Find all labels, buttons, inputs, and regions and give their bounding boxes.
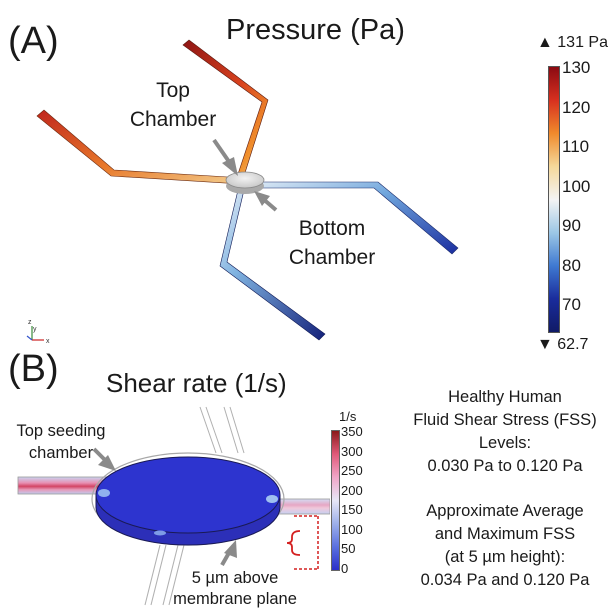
top-chamber-line-2: Chamber <box>129 108 217 131</box>
shear-tick-label: 0 <box>341 560 349 576</box>
axes-triad: z y x <box>26 319 50 345</box>
top-chamber-line-1: Top <box>156 79 190 102</box>
membrane-line-1: 5 µm above <box>191 569 279 587</box>
shear-colorbar <box>331 430 340 571</box>
approx-fss-note: Approximate Average and Maximum FSS (at … <box>398 500 612 592</box>
top-seeding-chamber-disk <box>95 456 281 534</box>
bottom-chamber-arrow <box>254 191 270 206</box>
healthy-line-3: Levels: <box>478 434 532 452</box>
height-bracket <box>286 515 319 570</box>
membrane-line-2: membrane plane <box>173 590 297 608</box>
central-chamber-disk <box>225 171 265 189</box>
shear-colorbar-ticks: 350 300 250 200 150 100 50 0 <box>341 424 381 576</box>
svg-text:x: x <box>46 338 50 345</box>
membrane-callout: 5 µm above membrane plane <box>160 568 310 610</box>
pressure-max-marker: ▲ 131 Pa <box>537 34 608 51</box>
shear-colorbar-unit: 1/s <box>339 409 357 424</box>
pressure-colorbar <box>548 66 560 333</box>
shear-tick-label: 350 <box>341 424 363 439</box>
svg-text:y: y <box>33 326 37 333</box>
pressure-tick-label: 130 <box>562 58 591 77</box>
bottom-chamber-callout: Bottom Chamber <box>276 214 388 272</box>
shear-tick-label: 250 <box>341 463 363 478</box>
approx-line-2: and Maximum FSS <box>434 525 576 543</box>
pressure-device-render: z y x <box>26 39 459 345</box>
shear-tick-label: 200 <box>341 482 363 498</box>
pressure-tick-label: 80 <box>562 255 581 275</box>
top-chamber-arrow <box>222 157 238 176</box>
pressure-title: Pressure (Pa) <box>226 14 405 46</box>
pressure-tick-label: 90 <box>562 216 581 235</box>
pressure-min-marker: ▼ 62.7 <box>537 336 589 353</box>
top-seeding-callout: Top seeding chamber <box>0 420 122 464</box>
approx-line-3: (at 5 µm height): <box>444 548 566 566</box>
shear-rate-title: Shear rate (1/s) <box>106 368 287 398</box>
panel-a-label: (A) <box>8 20 59 62</box>
healthy-line-1: Healthy Human <box>448 388 562 406</box>
shear-tick-label: 300 <box>341 443 363 459</box>
shear-tick-label: 150 <box>341 502 363 517</box>
healthy-fss-note: Healthy Human Fluid Shear Stress (FSS) L… <box>398 386 612 478</box>
membrane-arrow <box>224 540 237 558</box>
pressure-tick-label: 100 <box>562 176 591 196</box>
approx-line-4: 0.034 Pa and 0.120 Pa <box>420 571 590 589</box>
svg-text:z: z <box>28 319 32 326</box>
healthy-line-2: Fluid Shear Stress (FSS) <box>413 411 597 429</box>
bottom-chamber-line-2: Chamber <box>288 246 376 269</box>
top-seeding-line-2: chamber <box>28 444 94 462</box>
pressure-colorbar-ticks: 130 120 110 100 90 80 70 <box>562 58 612 338</box>
top-seeding-line-1: Top seeding <box>16 422 106 440</box>
bottom-chamber-line-1: Bottom <box>298 217 366 240</box>
shear-tick-label: 50 <box>341 541 356 556</box>
top-seeding-arrow <box>98 455 116 471</box>
top-chamber-callout: Top Chamber <box>118 76 228 134</box>
pressure-tick-label: 70 <box>562 295 581 314</box>
pressure-tick-label: 120 <box>562 97 591 117</box>
shear-tick-label: 100 <box>341 521 363 537</box>
shear-device-render <box>17 406 330 606</box>
approx-line-1: Approximate Average <box>426 502 584 520</box>
healthy-line-4: 0.030 Pa to 0.120 Pa <box>427 457 583 475</box>
pressure-tick-label: 110 <box>562 137 590 156</box>
panel-b-label: (B) <box>8 348 59 390</box>
